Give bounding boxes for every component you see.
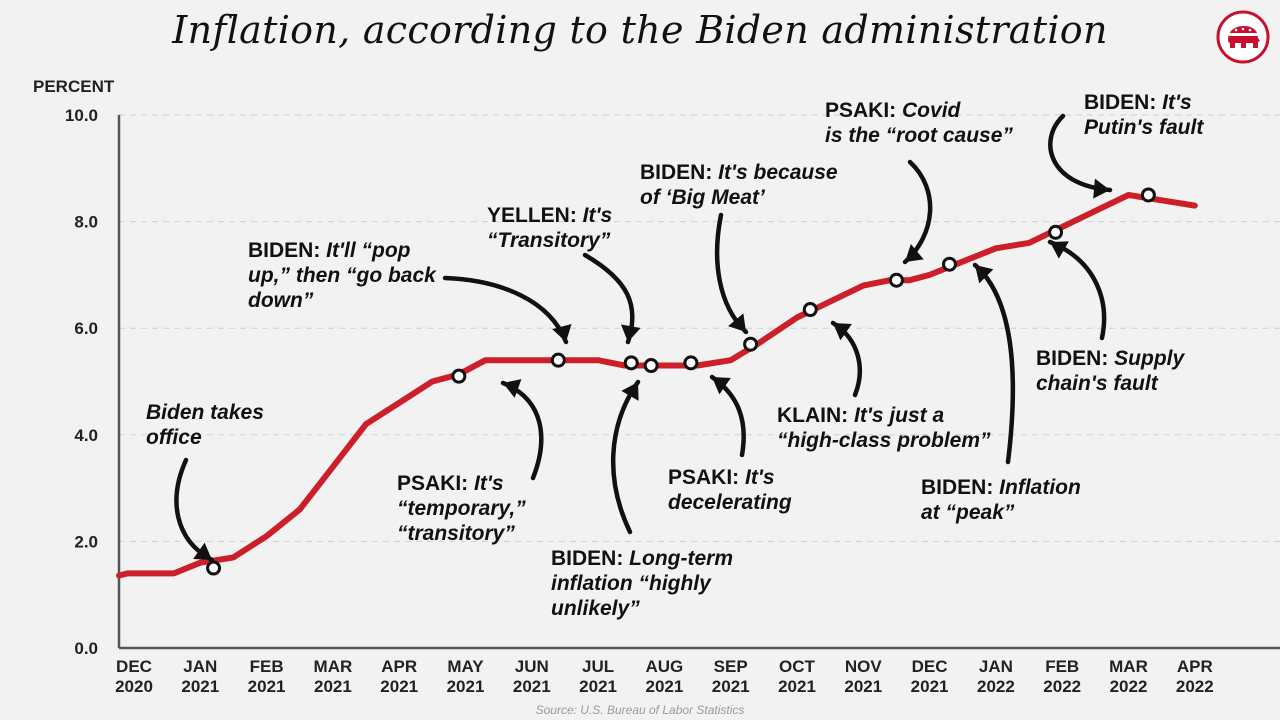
annotation-label: BIDEN: Supply chain's fault	[1036, 347, 1185, 395]
annotation-label: PSAKI: It's decelerating	[668, 466, 792, 514]
annotation-label: BIDEN: It's because of ‘Big Meat’	[640, 161, 838, 209]
annotation-label: BIDEN: Inflation at “peak”	[921, 476, 1081, 524]
annotation-label: YELLEN: It's “Transitory”	[487, 204, 612, 252]
chart-title: Inflation, according to the Biden admini…	[172, 8, 1108, 52]
x-tick-label: JUL 2021	[579, 657, 617, 696]
event-marker	[743, 336, 759, 352]
arrow-head	[1093, 178, 1110, 199]
annotation-label: BIDEN: It's Putin's fault	[1084, 91, 1204, 139]
annotations: Biden takes office BIDEN: It'll “pop up,” t…	[146, 91, 1204, 620]
x-tick-label: NOV 2021	[844, 657, 882, 696]
event-marker	[643, 358, 659, 374]
annotation-label: Biden takes office	[146, 401, 264, 449]
y-tick-label: 8.0	[74, 213, 98, 232]
arrow-head	[975, 265, 994, 284]
event-markers	[206, 187, 1156, 576]
annotation-arrow	[714, 212, 749, 335]
arrow-head	[552, 323, 572, 342]
annotation-arrow	[610, 379, 641, 535]
axes	[117, 115, 1280, 650]
x-tick-label: FEB 2022	[1043, 657, 1081, 696]
annotation-label: BIDEN: It'll “pop up,” then “go back down”	[248, 239, 437, 312]
annotation-label: PSAKI: Covid is the “root cause”	[825, 99, 1013, 147]
x-tick-label: JAN 2021	[181, 657, 219, 696]
arrow-head	[193, 542, 212, 560]
y-tick-label: 10.0	[65, 106, 98, 125]
x-tick-label: JAN 2022	[977, 657, 1015, 696]
annotation-label: KLAIN: It's just a “high-class problem”	[777, 404, 991, 452]
annotation-arrow	[902, 159, 933, 265]
y-tick-label: 4.0	[74, 426, 98, 445]
x-tick-label: DEC 2021	[911, 657, 949, 696]
x-tick-labels: DEC 2020 JAN 2021 FEB 2021 MAR 2021 APR 2021 MAY 20…	[115, 657, 1214, 696]
x-tick-label: MAR 2021	[314, 657, 353, 696]
x-tick-label: JUN 2021	[513, 657, 551, 696]
y-tick-label: 2.0	[74, 532, 98, 551]
event-marker	[623, 355, 639, 371]
event-marker	[941, 256, 957, 272]
event-marker	[683, 355, 699, 371]
event-marker	[451, 368, 467, 384]
x-tick-label: MAY 2021	[447, 657, 485, 696]
annotation-arrow	[1048, 113, 1113, 193]
x-tick-label: MAR 2022	[1109, 657, 1148, 696]
arrow-head	[620, 324, 641, 342]
y-tick-label: 0.0	[74, 639, 98, 658]
republican-elephant-logo	[1216, 10, 1270, 64]
annotation-label: PSAKI: It's “temporary,” “transitory”	[397, 472, 526, 545]
event-marker	[888, 272, 904, 288]
event-marker	[802, 302, 818, 318]
annotation-arrow	[500, 380, 544, 481]
event-marker	[1048, 224, 1064, 240]
annotation-arrow	[442, 275, 569, 345]
y-tick-labels: 0.0 2.0 4.0 6.0 8.0 10.0	[65, 106, 98, 658]
x-tick-label: APR 2021	[380, 657, 418, 696]
x-tick-label: AUG 2021	[645, 657, 683, 696]
x-tick-label: OCT 2021	[778, 657, 816, 696]
event-marker	[206, 560, 222, 576]
source-note: Source: U.S. Bureau of Labor Statistics	[535, 703, 745, 717]
arrow-head	[712, 377, 731, 395]
annotation-arrows	[174, 113, 1113, 563]
y-axis-label: PERCENT	[33, 77, 115, 96]
annotation-arrow	[174, 457, 215, 563]
annotation-arrow	[830, 320, 863, 398]
x-tick-label: FEB 2021	[248, 657, 286, 696]
x-tick-label: SEP 2021	[712, 657, 750, 696]
annotation-arrow	[709, 374, 746, 458]
annotation-arrow	[972, 262, 1016, 465]
y-tick-label: 6.0	[74, 319, 98, 338]
arrow-head	[833, 323, 852, 341]
event-marker	[1140, 187, 1156, 203]
event-marker	[550, 352, 566, 368]
arrow-head	[728, 313, 746, 332]
arrow-head	[503, 379, 522, 398]
arrow-head	[621, 382, 639, 401]
arrow-head	[1050, 241, 1069, 259]
annotation-label: BIDEN: Long-term inflation “highly unlikel…	[551, 547, 733, 620]
arrow-head	[905, 244, 924, 262]
x-tick-label: DEC 2020	[115, 657, 153, 696]
x-tick-label: APR 2022	[1176, 657, 1214, 696]
